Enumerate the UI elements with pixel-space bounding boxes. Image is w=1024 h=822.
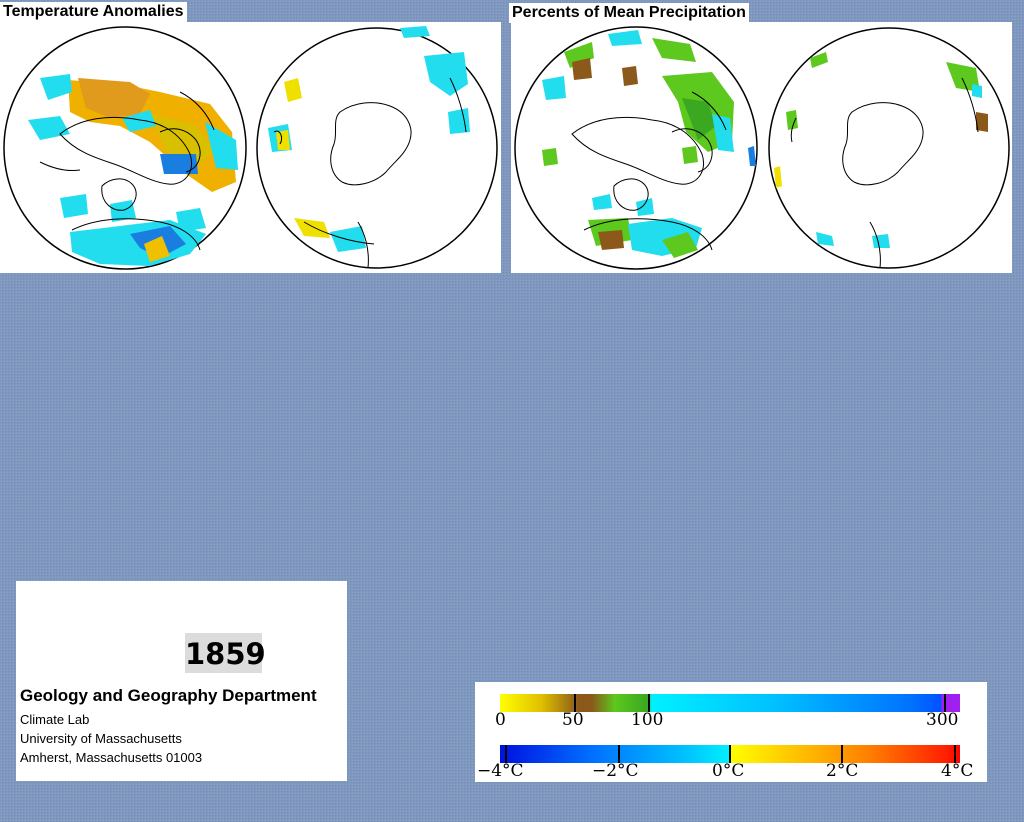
info-box: 1859 Geology and Geography Department Cl… [16, 581, 347, 781]
year-label: 1859 [185, 633, 266, 673]
precip-label-0: 0 [495, 710, 506, 730]
temp-tick-minus2 [618, 745, 620, 763]
precip-label-300: 300 [926, 710, 959, 730]
temp-label-minus2: −2°C [592, 761, 639, 781]
temp-tick-minus4 [505, 745, 507, 763]
temperature-nh-coastlines [39, 91, 215, 251]
precipitation-sh-patches [774, 52, 988, 248]
temperature-sh-coastlines [273, 77, 467, 269]
temp-label-0: 0°C [712, 761, 745, 781]
address-line: Amherst, Massachusetts 01003 [20, 750, 203, 765]
temp-label-minus4: −4°C [477, 761, 524, 781]
precipitation-northern-hemisphere-globe [514, 26, 758, 270]
precip-tick-100 [648, 694, 650, 712]
temp-label-2: 2°C [826, 761, 859, 781]
temperature-anomaly-patches [28, 74, 238, 266]
precip-label-100: 100 [631, 710, 664, 730]
precip-tick-300 [944, 694, 946, 712]
precip-label-50: 50 [562, 710, 584, 730]
precip-tick-50 [574, 694, 576, 712]
precipitation-color-bar [500, 694, 960, 712]
temperature-sh-patches [268, 26, 470, 252]
precipitation-nh-patches [542, 30, 756, 258]
temperature-northern-hemisphere-globe [3, 26, 247, 270]
temp-tick-4 [954, 745, 956, 763]
temp-tick-2 [841, 745, 843, 763]
precipitation-sh-coastlines [790, 77, 979, 269]
temperature-southern-hemisphere-globe [256, 26, 498, 269]
department-name: Geology and Geography Department [20, 686, 317, 705]
precipitation-map-title: Percents of Mean Precipitation [509, 3, 749, 23]
temp-label-4: 4°C [941, 761, 974, 781]
precipitation-southern-hemisphere-globe [768, 27, 1010, 269]
temperature-map-title: Temperature Anomalies [0, 2, 187, 22]
university-name: University of Massachusetts [20, 731, 182, 746]
legend-box: 0 50 100 300 −4°C −2°C 0°C 2°C 4°C [475, 682, 987, 782]
temp-tick-0 [729, 745, 731, 763]
precipitation-nh-coastlines [571, 91, 727, 251]
lab-name: Climate Lab [20, 712, 90, 727]
